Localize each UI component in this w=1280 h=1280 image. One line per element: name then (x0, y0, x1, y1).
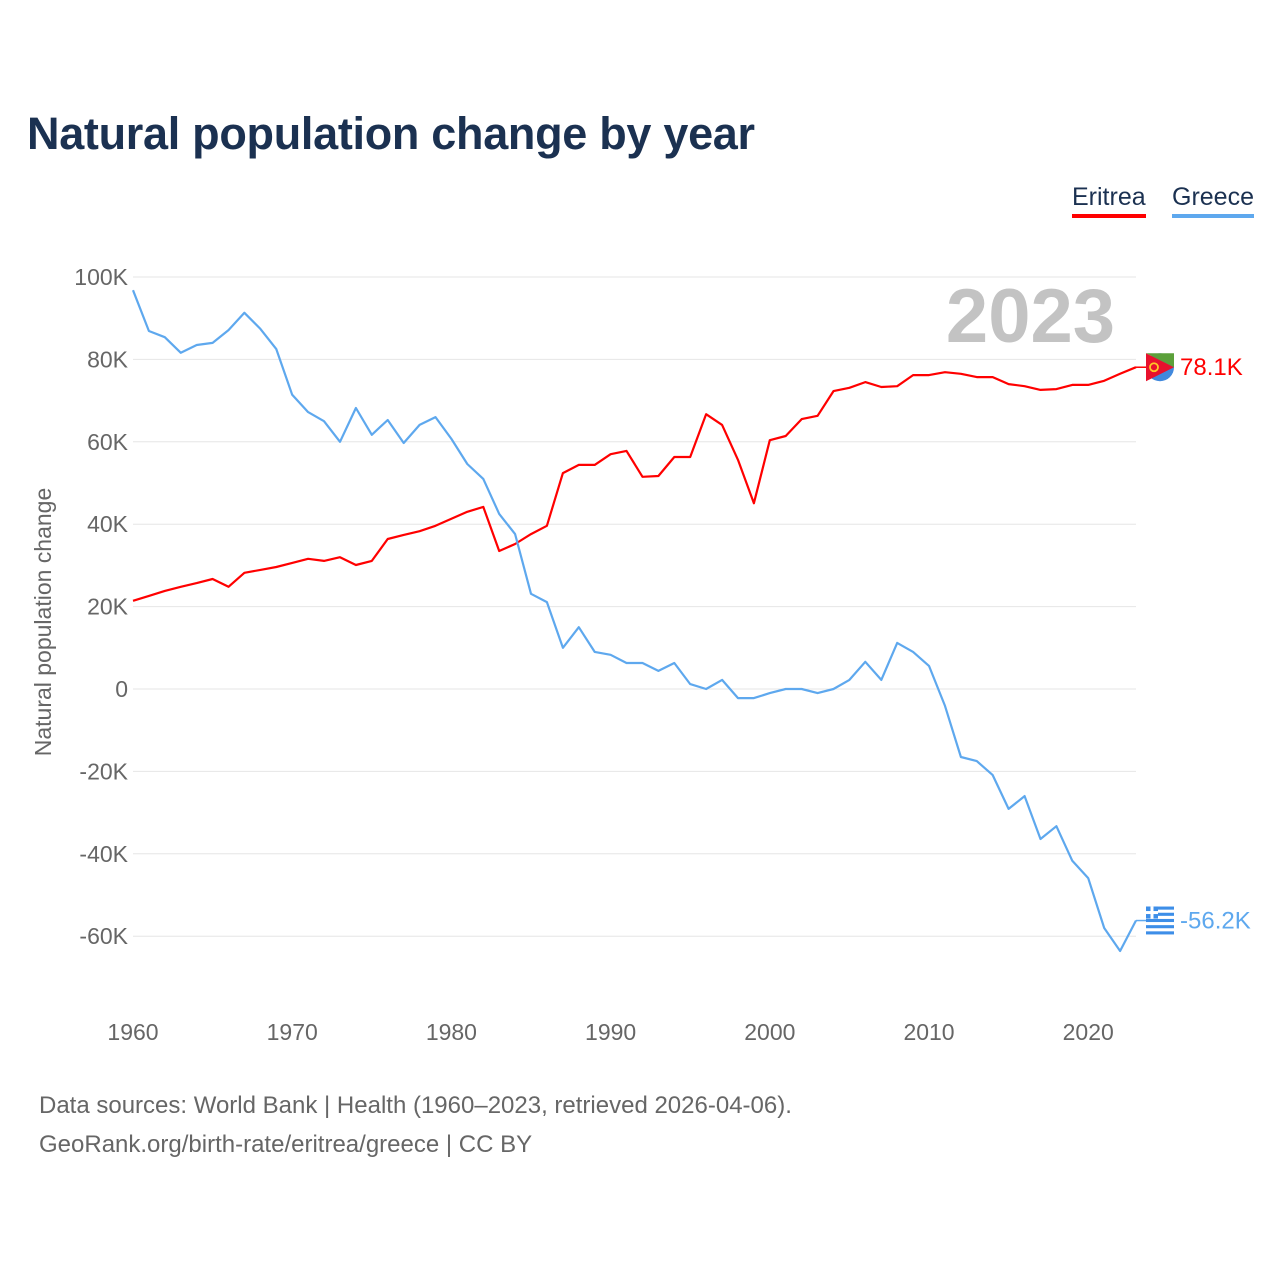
footer: Data sources: World Bank | Health (1960–… (39, 1086, 792, 1164)
y-tick-label: 100K (74, 264, 128, 290)
y-tick-label: -20K (79, 758, 128, 784)
y-tick-label: 0 (115, 676, 128, 702)
x-tick-label: 1980 (426, 1019, 477, 1045)
y-tick-label: 20K (87, 594, 129, 620)
x-tick-label: 2000 (744, 1019, 795, 1045)
x-tick-label: 2020 (1063, 1019, 1114, 1045)
y-tick-label: 60K (87, 429, 129, 455)
flag-stripe (1146, 906, 1174, 910)
y-tick-label: 80K (87, 346, 129, 372)
legend-item-greece[interactable]: Greece (1172, 183, 1254, 218)
year-watermark: 2023 (946, 274, 1115, 359)
flag-red (1146, 353, 1174, 382)
x-tick-label: 1970 (267, 1019, 318, 1045)
y-tick-label: 40K (87, 511, 129, 537)
attribution-link[interactable]: GeoRank.org/birth-rate/eritrea/greece | … (39, 1131, 533, 1158)
source-text: Data sources: World Bank | Health (1960–… (39, 1092, 792, 1119)
y-tick-label: -40K (79, 841, 128, 867)
series-line-eritrea (132, 366, 1137, 602)
end-value-label-greece: -56.2K (1180, 908, 1251, 935)
legend-item-eritrea[interactable]: Eritrea (1072, 183, 1146, 218)
flag-stripe (1146, 931, 1174, 935)
x-tick-label: 2010 (903, 1019, 954, 1045)
chart-title: Natural population change by year (27, 108, 755, 159)
flag-greece-icon (1146, 906, 1174, 935)
flag-stripe (1146, 912, 1174, 916)
x-tick-label: 1990 (585, 1019, 636, 1045)
flag-eritrea-icon (1146, 353, 1174, 382)
y-axis-label: Natural population change (30, 488, 56, 757)
series-line-greece (131, 289, 1137, 953)
x-tick-label: 1960 (107, 1019, 158, 1045)
flag-emblem (1149, 362, 1159, 373)
y-tick-label: -60K (79, 923, 128, 949)
flag-stripe (1146, 918, 1174, 923)
end-value-label-eritrea: 78.1K (1180, 354, 1243, 381)
flag-cross-h (1146, 911, 1158, 915)
flag-stripe (1146, 925, 1174, 929)
